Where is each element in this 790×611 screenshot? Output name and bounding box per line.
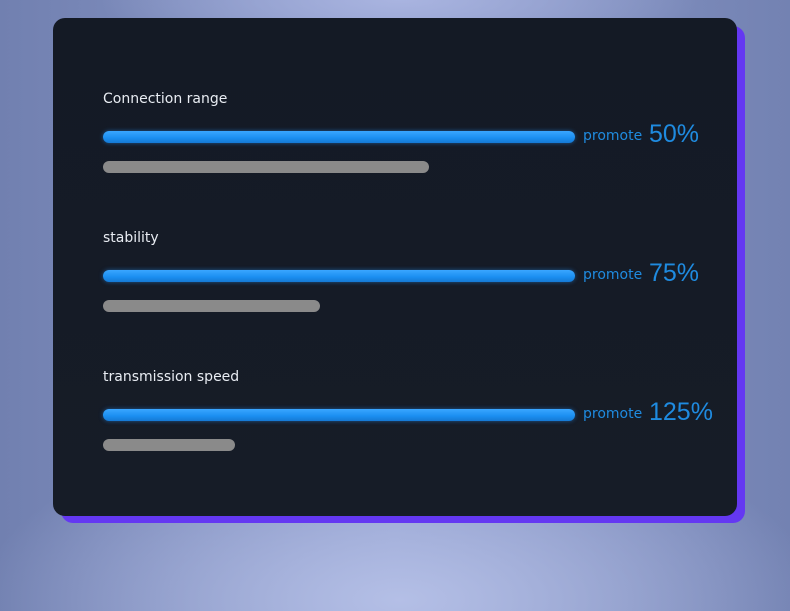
bar-new-connection-range — [103, 131, 575, 143]
category-label: Connection range — [103, 91, 228, 107]
bar-new-transmission-speed — [103, 409, 575, 421]
category-label: transmission speed — [103, 369, 240, 385]
bar-new-stability — [103, 270, 575, 282]
promote-label: promote — [583, 267, 643, 283]
promote-value: 50% — [649, 120, 700, 148]
comparison-card: Connection range promote 50% stability p… — [53, 18, 737, 516]
bar-old-stability — [103, 300, 321, 312]
bar-old-transmission-speed — [103, 439, 236, 451]
promote-value: 75% — [649, 259, 700, 287]
promote-value: 125% — [649, 398, 713, 426]
bar-old-connection-range — [103, 161, 429, 173]
promote-label: promote — [583, 406, 643, 422]
promote-label: promote — [583, 128, 643, 144]
category-label: stability — [103, 230, 159, 246]
